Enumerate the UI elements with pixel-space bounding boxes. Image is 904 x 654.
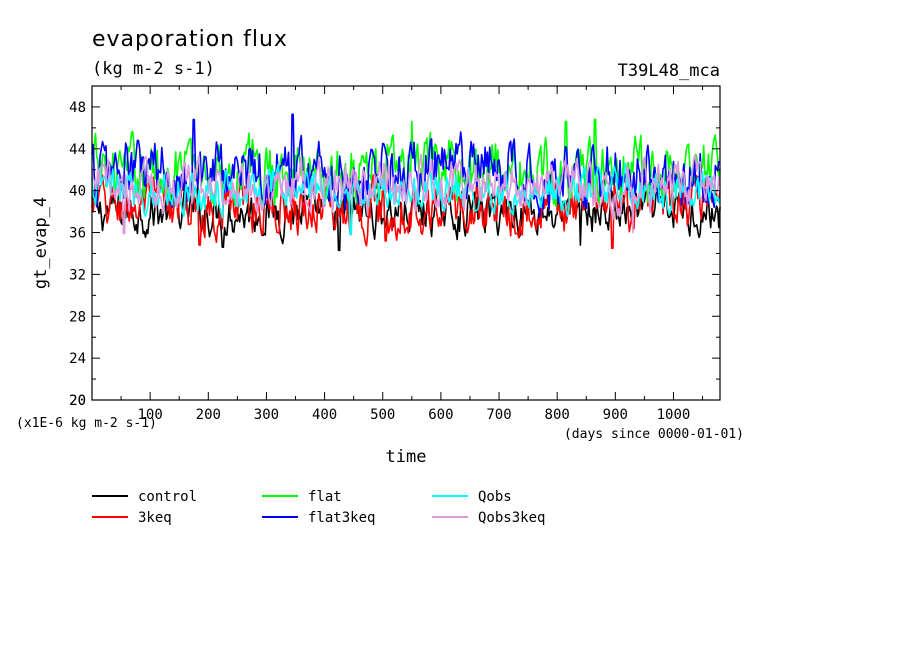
y-axis-label: gt_evap_4 xyxy=(31,197,51,289)
y-tick-label: 32 xyxy=(69,267,86,283)
x-tick-label: 500 xyxy=(370,407,395,423)
y-unit-label: (x1E-6 kg m-2 s-1) xyxy=(16,416,157,431)
x-tick-label: 100 xyxy=(137,407,162,423)
x-tick-label: 200 xyxy=(196,407,221,423)
x-tick-label: 700 xyxy=(486,407,511,423)
x-tick-label: 900 xyxy=(603,407,628,423)
y-tick-label: 48 xyxy=(69,100,86,116)
y-tick-label: 28 xyxy=(69,309,86,325)
x-tick-label: 400 xyxy=(312,407,337,423)
x-tick-label: 300 xyxy=(254,407,279,423)
x-tick-label: 1000 xyxy=(657,407,691,423)
y-tick-label: 20 xyxy=(69,393,86,409)
y-tick-label: 44 xyxy=(69,142,86,158)
legend-label: control xyxy=(138,489,197,505)
x-tick-label: 800 xyxy=(545,407,570,423)
axis-ticks: 20 24 28 32 36 40 44 48 100 200 300 400 500 600 700 800… xyxy=(69,86,720,423)
legend-label: flat3keq xyxy=(308,510,375,526)
chart-subtitle: (kg m-2 s-1) xyxy=(92,59,215,79)
legend-label: flat xyxy=(308,489,342,505)
run-label: T39L48_mca xyxy=(618,61,720,81)
x-unit-label: (days since 0000-01-01) xyxy=(564,427,744,442)
chart-title: evaporation flux xyxy=(92,27,288,52)
legend: control 3keq flat flat3keq Qobs Qobs3keq xyxy=(92,489,545,526)
y-tick-label: 24 xyxy=(69,351,86,367)
series-line-qobs3keq xyxy=(91,153,721,235)
legend-label: Qobs xyxy=(478,489,512,505)
legend-label: 3keq xyxy=(138,510,172,526)
plot-frame xyxy=(91,85,721,401)
y-tick-label-base: 20 xyxy=(69,393,86,409)
y-tick-label: 40 xyxy=(69,184,86,200)
x-axis-label: time xyxy=(386,447,427,467)
x-tick-label: 600 xyxy=(428,407,453,423)
legend-label: Qobs3keq xyxy=(478,510,545,526)
y-tick-label: 36 xyxy=(69,226,86,242)
series-lines xyxy=(91,113,721,252)
